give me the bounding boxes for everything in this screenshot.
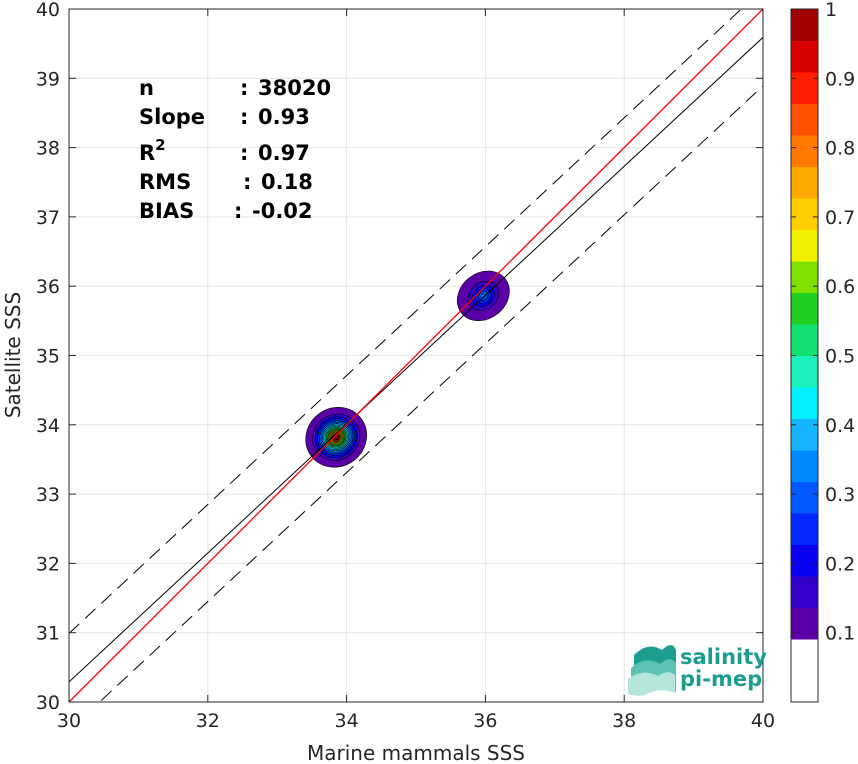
stat-superscript: 2 — [155, 136, 165, 154]
fit-upper-bound-line — [69, 9, 743, 634]
logo-text-line2: pi-mep — [680, 667, 762, 691]
x-tick-label: 34 — [335, 710, 359, 732]
identity-line — [69, 9, 763, 702]
y-axis-ticks: 30 31 32 33 34 35 36 37 38 39 40 — [36, 0, 763, 714]
stat-separator: : — [240, 105, 248, 129]
stat-separator: : — [234, 199, 242, 223]
x-axis-label: Marine mammals SSS — [307, 741, 525, 764]
colorbar-tick-label: 1 — [825, 0, 837, 21]
colorbar-level-0 — [791, 607, 818, 640]
stat-label-slope: Slope — [139, 105, 205, 129]
reference-lines — [69, 9, 763, 702]
stat-label-n: n — [139, 76, 154, 100]
x-tick-label: 38 — [612, 710, 636, 732]
colorbar-tick-label: 0.1 — [825, 623, 855, 645]
y-tick-label: 32 — [36, 553, 60, 575]
x-tick-label: 40 — [751, 710, 775, 732]
colorbar-level-11 — [791, 261, 818, 293]
colorbar-level-8 — [791, 355, 818, 388]
colorbar-tick-label: 0.5 — [825, 346, 855, 368]
colorbar-level-16 — [791, 103, 818, 136]
y-tick-label: 35 — [36, 346, 60, 368]
colorbar-level-17 — [791, 72, 818, 104]
colorbar: 0.1 0.2 0.3 0.4 0.5 0.6 0.7 0.8 0.9 1 — [790, 0, 855, 703]
x-axis-ticks: 30 32 34 36 38 40 — [57, 9, 775, 732]
colorbar-tick-label: 0.3 — [825, 484, 855, 506]
stat-separator: : — [243, 170, 251, 194]
y-tick-label: 33 — [36, 484, 60, 506]
y-tick-label: 30 — [36, 692, 60, 714]
colorbar-tick-label: 0.4 — [825, 415, 855, 437]
colorbar-level-4 — [791, 481, 818, 514]
colorbar-level-6 — [791, 418, 818, 451]
colorbar-tick-label: 0.9 — [825, 68, 855, 90]
grid — [68, 8, 764, 703]
stat-value-r: 0.97 — [258, 141, 310, 165]
colorbar-level-10 — [791, 292, 818, 325]
stat-separator: : — [240, 76, 248, 100]
fit-lower-bound-line — [98, 85, 763, 702]
y-tick-label: 31 — [36, 623, 60, 645]
colorbar-level-18 — [791, 40, 818, 73]
stat-label-bias: BIAS — [139, 199, 194, 223]
colorbar-tick-label: 0.2 — [825, 553, 855, 575]
logo-text-line1: salinity — [680, 645, 767, 669]
y-tick-label: 39 — [36, 68, 60, 90]
colorbar-tick-label: 0.6 — [825, 276, 855, 298]
x-tick-label: 36 — [473, 710, 497, 732]
waves-icon — [628, 645, 676, 696]
colorbar-level-15 — [791, 135, 818, 167]
colorbar-level-2 — [791, 544, 818, 577]
salinity-pimep-logo: salinity pi-mep — [628, 645, 767, 696]
stat-value-bias: -0.02 — [252, 199, 313, 223]
stat-label-r: R2 — [139, 136, 166, 165]
y-tick-label: 37 — [36, 207, 60, 229]
colorbar-level-5 — [791, 450, 818, 482]
colorbar-level-13 — [791, 198, 818, 230]
y-tick-label: 38 — [36, 138, 60, 160]
colorbar-level-19 — [791, 9, 818, 41]
colorbar-tick-label: 0.7 — [825, 207, 855, 229]
fit-line — [69, 37, 763, 683]
stat-value-n: 38020 — [258, 76, 331, 100]
density-contour-1-level-5 — [480, 293, 486, 299]
colorbar-level-1 — [791, 576, 818, 608]
colorbar-lowest-level — [791, 639, 818, 702]
colorbar-level-7 — [791, 387, 818, 419]
x-tick-label: 32 — [196, 710, 220, 732]
y-tick-label: 36 — [36, 276, 60, 298]
stat-value-slope: 0.93 — [258, 105, 310, 129]
y-tick-label: 40 — [36, 0, 60, 21]
colorbar-level-12 — [791, 229, 818, 262]
colorbar-tick-label: 0.8 — [825, 138, 855, 160]
colorbar-level-14 — [791, 166, 818, 199]
y-tick-label: 34 — [36, 415, 60, 437]
y-axis-label: Satellite SSS — [1, 292, 25, 418]
colorbar-level-3 — [791, 513, 818, 545]
stat-value-rms: 0.18 — [261, 170, 313, 194]
stat-separator: : — [240, 141, 248, 165]
colorbar-level-9 — [791, 324, 818, 356]
density-contours — [305, 270, 510, 468]
x-tick-label: 30 — [57, 710, 81, 732]
stat-label-rms: RMS — [139, 170, 191, 194]
